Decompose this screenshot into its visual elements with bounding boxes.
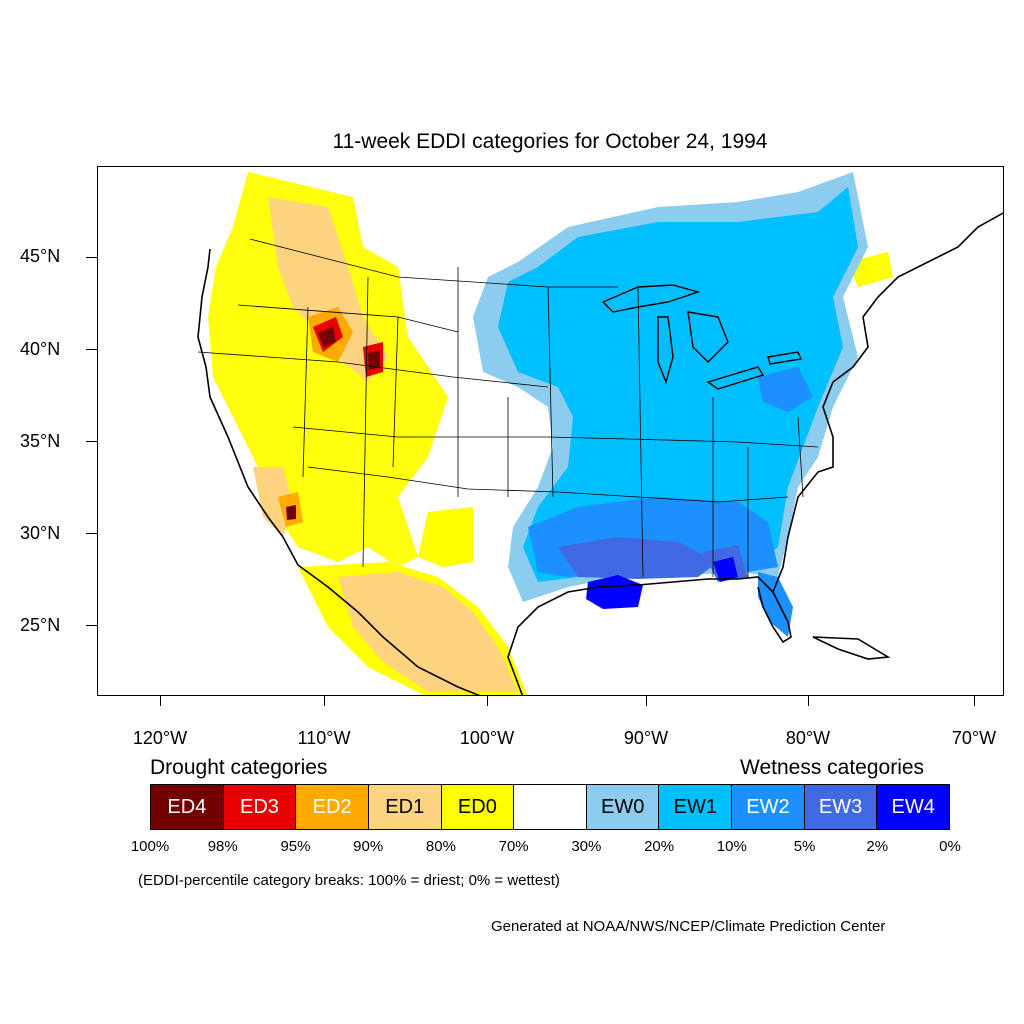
wetness-ew4-louisiana: [586, 575, 643, 609]
latitude-tick: [86, 257, 97, 258]
lake-erie: [706, 366, 765, 390]
map-panel: [97, 166, 1004, 696]
eddi-map: [197, 172, 1003, 695]
longitude-label-90w: 90°W: [623, 728, 669, 748]
latitude-tick: [86, 349, 97, 350]
latitude-label-35n: 35°N: [20, 431, 61, 451]
wetness-ew3-south: [558, 537, 718, 579]
coastline-gulf: [507, 576, 792, 695]
percent-break-label: 5%: [793, 838, 816, 855]
lake-ontario: [767, 351, 802, 365]
longitude-label-70w: 70°W: [951, 728, 997, 748]
longitude-tick: [487, 696, 488, 706]
credit-line: Generated at NOAA/NWS/NCEP/Climate Predi…: [491, 918, 886, 935]
drought-ed4-arizona: [286, 505, 296, 520]
percent-break-label: 0%: [939, 838, 961, 855]
lake-huron: [687, 311, 729, 363]
drought-ed1-northwest: [268, 197, 388, 382]
latitude-tick: [86, 533, 97, 534]
category-note: (EDDI-percentile category breaks: 100% =…: [138, 872, 560, 889]
percent-break-label: 30%: [571, 838, 602, 855]
legend-box-ed2: ED2: [296, 785, 369, 829]
latitude-label-30n: 30°N: [20, 523, 61, 543]
longitude-label-80w: 80°W: [785, 728, 831, 748]
percent-break-label: 95%: [280, 838, 311, 855]
legend-box-ed1: ED1: [368, 785, 442, 829]
longitude-tick: [160, 696, 161, 706]
legend-box-ew1: EW1: [659, 785, 733, 829]
drought-ed1-mexico: [338, 572, 518, 692]
legend-box-ew4: EW4: [877, 785, 950, 829]
percent-break-label: 20%: [644, 838, 675, 855]
longitude-tick: [646, 696, 647, 706]
legend-box-ew3: EW3: [804, 785, 878, 829]
lake-superior: [601, 284, 701, 313]
longitude-label-100w: 100°W: [459, 728, 515, 748]
latitude-label-40n: 40°N: [20, 339, 61, 359]
coastline: [197, 248, 481, 695]
legend-box-ed3: ED3: [223, 785, 297, 829]
map-title: 11-week EDDI categories for October 24, …: [332, 130, 768, 153]
percent-break-label: 2%: [866, 838, 889, 855]
drought-ed0-south: [418, 507, 473, 567]
latitude-tick: [86, 441, 97, 442]
latitude-tick: [86, 625, 97, 626]
wetness-ew2-northeast: [758, 367, 813, 412]
longitude-label-110w: 110°W: [297, 728, 351, 748]
legend-box-ew0: EW0: [586, 785, 660, 829]
legend-box-ed4: ED4: [151, 785, 224, 829]
latitude-label-45n: 45°N: [20, 246, 61, 266]
latitude-label-25n: 25°N: [20, 615, 61, 635]
legend-box-neutral: [514, 785, 587, 829]
wetness-ew2-florida: [758, 572, 793, 637]
longitude-tick: [324, 696, 325, 706]
lake-michigan: [657, 316, 674, 385]
wetness-ew1-region: [498, 187, 858, 582]
drought-ed4-wyoming: [368, 351, 380, 370]
percent-break-label: 80%: [425, 838, 456, 855]
longitude-tick: [974, 696, 975, 706]
drought-categories-heading: Drought categories: [150, 756, 328, 779]
longitude-label-120w: 120°W: [132, 728, 188, 748]
percent-break-label: 70%: [498, 838, 529, 855]
longitude-tick: [808, 696, 809, 706]
drought-ed4-idaho: [318, 327, 336, 347]
wetness-categories-heading: Wetness categories: [740, 756, 925, 779]
coastline-atlantic: [772, 212, 1003, 593]
state-boundaries: [197, 238, 819, 578]
percent-break-label: 90%: [353, 838, 384, 855]
percent-break-label: 98%: [207, 838, 238, 855]
legend-box-ed0: ED0: [441, 785, 515, 829]
legend-box-ew2: EW2: [732, 785, 805, 829]
percent-break-label: 10%: [716, 838, 747, 855]
drought-ed1-southwest: [253, 467, 293, 537]
cuba: [812, 636, 891, 660]
wetness-ew4-georgia: [713, 557, 738, 582]
percent-break-label: 100%: [130, 838, 170, 855]
category-legend: ED4 ED3 ED2 ED1 ED0 EW0 EW1 EW2 EW3 EW4: [150, 784, 950, 830]
